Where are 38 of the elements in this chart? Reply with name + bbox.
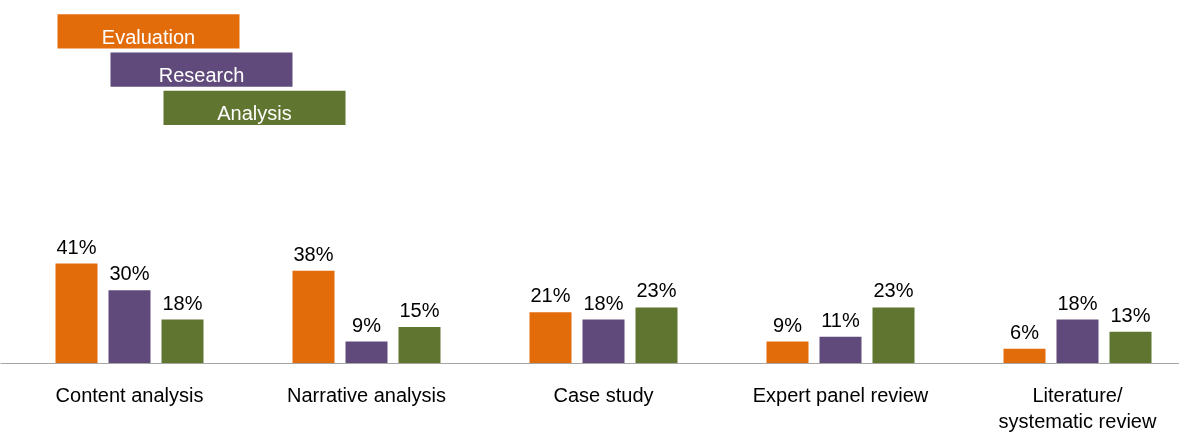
x-tick-label: Content analysis <box>55 383 204 406</box>
data-label: 18% <box>583 291 624 314</box>
bar <box>766 341 809 364</box>
text: Research <box>158 63 245 86</box>
bar <box>55 263 98 364</box>
x-tick-label: Expert panel review <box>752 383 929 406</box>
x-tick-label: Case study <box>553 383 654 406</box>
bar <box>345 341 388 364</box>
bar <box>1003 348 1046 364</box>
data-label: 30% <box>109 262 150 285</box>
bar <box>819 336 862 364</box>
text: Evaluation <box>101 25 196 48</box>
bar <box>108 290 151 364</box>
data-label: 18% <box>1057 291 1098 314</box>
bar <box>529 312 572 364</box>
data-label: 38% <box>293 242 334 265</box>
data-label: 9% <box>773 313 803 336</box>
data-label: 13% <box>1110 303 1151 326</box>
data-label: 11% <box>821 308 860 331</box>
text: Analysis <box>217 102 292 125</box>
data-label: 15% <box>399 298 440 321</box>
bar <box>161 319 204 364</box>
data-label: 23% <box>873 279 914 302</box>
bar <box>292 270 335 364</box>
data-label: 41% <box>56 235 97 258</box>
data-label: 9% <box>352 313 382 336</box>
x-tick-label: Literature/ systematic review <box>998 383 1157 432</box>
bar <box>635 307 678 364</box>
data-label: 18% <box>162 291 203 314</box>
bar <box>1109 331 1152 364</box>
data-label: 23% <box>636 279 677 302</box>
data-label: 21% <box>530 284 571 307</box>
x-tick-label: Narrative analysis <box>287 383 446 406</box>
bar <box>872 307 915 364</box>
bar <box>582 319 625 364</box>
bar <box>1056 319 1099 364</box>
bar <box>398 326 441 364</box>
data-label: 6% <box>1010 320 1040 343</box>
